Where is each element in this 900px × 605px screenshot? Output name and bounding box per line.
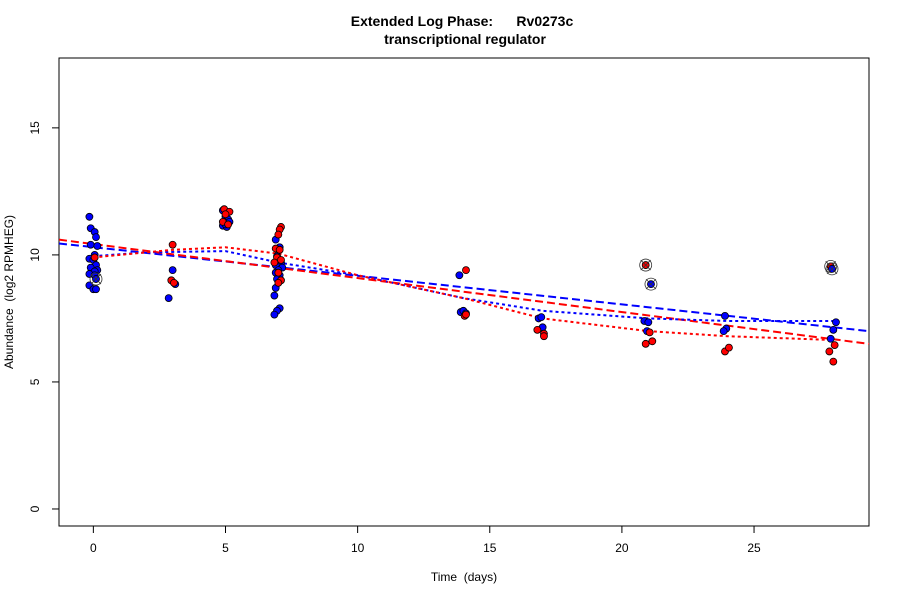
- x-tick-label: 10: [351, 541, 365, 555]
- blue-data-point: [829, 325, 838, 334]
- red-dotted-fit-line: [93, 246, 834, 342]
- y-tick-label: 15: [28, 121, 42, 135]
- outlier-ring: [639, 258, 653, 272]
- red-data-point: [168, 240, 177, 249]
- red-data-point: [540, 332, 548, 341]
- red-data-point: [224, 220, 233, 229]
- blue-data-point: [826, 334, 835, 343]
- blue-data-point: [537, 313, 546, 322]
- blue-data-point: [164, 294, 173, 302]
- y-axis-label: Abundance (log2 RPMHEG): [2, 215, 16, 369]
- chart-title-line1: Extended Log Phase: Rv0273c: [351, 13, 574, 29]
- blue-data-point: [270, 291, 279, 300]
- outlier-cross: [645, 278, 657, 290]
- y-tick-label: 0: [28, 505, 42, 512]
- blue-data-point: [85, 212, 94, 221]
- blue-data-point: [168, 266, 177, 275]
- outlier-cross: [826, 263, 838, 275]
- red-dashed-fit-line: [58, 238, 870, 345]
- outlier-ring: [825, 262, 839, 276]
- red-data-point: [830, 341, 839, 350]
- red-data-point: [274, 278, 283, 287]
- red-data-point: [825, 347, 834, 356]
- red-data-point: [533, 325, 542, 334]
- blue-data-point: [270, 310, 279, 319]
- red-data-point: [270, 258, 279, 267]
- blue-dotted-fit-line: [93, 250, 834, 322]
- blue-data-point: [86, 240, 95, 249]
- red-data-point: [275, 245, 284, 254]
- red-data-point: [641, 339, 650, 348]
- red-data-point: [170, 278, 178, 287]
- x-tick-label: 15: [483, 541, 497, 555]
- x-tick-label: 0: [90, 541, 97, 555]
- red-data-point: [90, 253, 99, 262]
- red-data-point: [277, 256, 285, 264]
- outlier-cross: [90, 273, 102, 285]
- chart-title-line2: transcriptional regulator: [384, 31, 546, 47]
- x-tick-label: 20: [615, 541, 629, 555]
- red-data-point: [274, 268, 283, 277]
- blue-data-point: [93, 242, 102, 250]
- x-axis-label: Time (days): [431, 570, 497, 584]
- blue-dashed-fit-line: [58, 242, 870, 333]
- blue-data-point: [832, 318, 840, 327]
- red-data-point: [648, 337, 657, 346]
- red-data-point: [462, 266, 470, 275]
- blue-data-point: [721, 311, 729, 320]
- blue-data-point: [719, 327, 728, 336]
- blue-data-point: [92, 233, 100, 242]
- red-data-point: [725, 343, 733, 352]
- blue-data-point: [455, 271, 464, 280]
- x-tick-label: 5: [222, 541, 229, 555]
- red-data-point: [645, 328, 654, 337]
- y-tick-label: 10: [28, 248, 42, 262]
- x-tick-label: 25: [747, 541, 761, 555]
- outlier-cross: [640, 259, 651, 271]
- blue-data-point: [92, 285, 100, 294]
- red-data-point: [274, 230, 283, 239]
- outlier-ring: [644, 277, 658, 291]
- red-data-point: [462, 310, 470, 319]
- red-data-point: [221, 210, 230, 219]
- red-data-point: [829, 357, 838, 366]
- blue-data-point: [644, 318, 653, 327]
- outlier-ring: [89, 272, 103, 286]
- y-tick-label: 5: [28, 378, 42, 385]
